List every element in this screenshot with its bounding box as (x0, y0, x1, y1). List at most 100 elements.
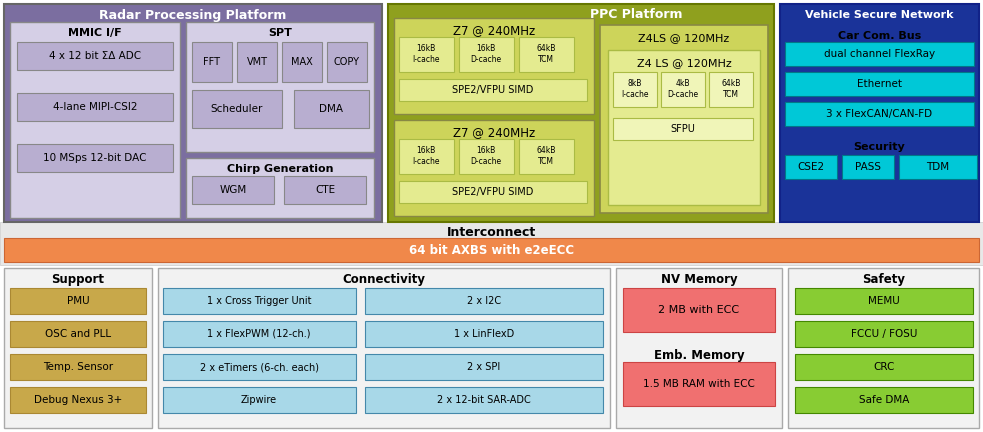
FancyBboxPatch shape (10, 387, 146, 413)
Text: 1 x Cross Trigger Unit: 1 x Cross Trigger Unit (206, 296, 312, 306)
Text: MMIC I/F: MMIC I/F (68, 28, 122, 38)
Text: 2 x 12-bit SAR-ADC: 2 x 12-bit SAR-ADC (437, 395, 531, 405)
Text: Safety: Safety (862, 273, 905, 286)
FancyBboxPatch shape (399, 37, 454, 72)
Text: OSC and PLL: OSC and PLL (45, 329, 111, 339)
Text: 16kB
D-cache: 16kB D-cache (471, 146, 501, 166)
Text: Support: Support (51, 273, 104, 286)
Text: NV Memory: NV Memory (661, 273, 737, 286)
Text: MEMU: MEMU (868, 296, 899, 306)
FancyBboxPatch shape (709, 72, 753, 107)
FancyBboxPatch shape (394, 120, 594, 216)
FancyBboxPatch shape (4, 268, 152, 428)
FancyBboxPatch shape (613, 72, 657, 107)
FancyBboxPatch shape (899, 155, 977, 179)
Text: 2 x eTimers (6-ch. each): 2 x eTimers (6-ch. each) (200, 362, 318, 372)
Text: dual channel FlexRay: dual channel FlexRay (824, 49, 935, 59)
Text: Radar Processing Platform: Radar Processing Platform (99, 9, 287, 22)
FancyBboxPatch shape (519, 37, 574, 72)
Text: SPE2/VFPU SIMD: SPE2/VFPU SIMD (452, 85, 534, 95)
Text: 64kB
TCM: 64kB TCM (537, 146, 555, 166)
FancyBboxPatch shape (10, 22, 180, 218)
FancyBboxPatch shape (388, 4, 774, 222)
FancyBboxPatch shape (616, 268, 782, 428)
Text: 1 x FlexPWM (12-ch.): 1 x FlexPWM (12-ch.) (207, 329, 311, 339)
FancyBboxPatch shape (608, 50, 760, 205)
Text: 10 MSps 12-bit DAC: 10 MSps 12-bit DAC (43, 153, 146, 163)
FancyBboxPatch shape (163, 354, 356, 380)
FancyBboxPatch shape (785, 72, 974, 96)
FancyBboxPatch shape (0, 222, 983, 265)
Text: Scheduler: Scheduler (210, 104, 263, 114)
FancyBboxPatch shape (795, 321, 973, 347)
Text: Zipwire: Zipwire (241, 395, 277, 405)
Text: COPY: COPY (334, 57, 360, 67)
FancyBboxPatch shape (284, 176, 366, 204)
FancyBboxPatch shape (842, 155, 894, 179)
FancyBboxPatch shape (186, 22, 374, 152)
Text: Chirp Generation: Chirp Generation (227, 164, 333, 174)
Text: Ethernet: Ethernet (857, 79, 902, 89)
Text: FFT: FFT (203, 57, 220, 67)
Text: Z7 @ 240MHz: Z7 @ 240MHz (453, 127, 535, 140)
Text: PPC Platform: PPC Platform (590, 9, 682, 22)
FancyBboxPatch shape (788, 268, 979, 428)
FancyBboxPatch shape (613, 118, 753, 140)
FancyBboxPatch shape (795, 387, 973, 413)
Text: CSE2: CSE2 (797, 162, 825, 172)
FancyBboxPatch shape (163, 321, 356, 347)
FancyBboxPatch shape (399, 181, 587, 203)
FancyBboxPatch shape (4, 4, 382, 222)
Text: 16kB
D-cache: 16kB D-cache (471, 44, 501, 64)
Text: Safe DMA: Safe DMA (859, 395, 909, 405)
Text: 2 x SPI: 2 x SPI (467, 362, 500, 372)
Text: 16kB
I-cache: 16kB I-cache (412, 146, 439, 166)
Text: 64kB
TCM: 64kB TCM (722, 79, 740, 98)
Text: 4-lane MIPI-CSI2: 4-lane MIPI-CSI2 (53, 102, 138, 112)
FancyBboxPatch shape (780, 4, 979, 222)
Text: 16kB
I-cache: 16kB I-cache (412, 44, 439, 64)
FancyBboxPatch shape (623, 362, 775, 406)
FancyBboxPatch shape (192, 90, 282, 128)
Text: Car Com. Bus: Car Com. Bus (838, 31, 921, 41)
Text: 2 x I2C: 2 x I2C (467, 296, 501, 306)
Text: SPT: SPT (268, 28, 292, 38)
FancyBboxPatch shape (17, 93, 173, 121)
Text: CRC: CRC (873, 362, 895, 372)
FancyBboxPatch shape (519, 139, 574, 174)
FancyBboxPatch shape (399, 139, 454, 174)
FancyBboxPatch shape (4, 238, 979, 262)
Text: FCCU / FOSU: FCCU / FOSU (851, 329, 917, 339)
Text: Temp. Sensor: Temp. Sensor (43, 362, 113, 372)
Text: PASS: PASS (855, 162, 881, 172)
FancyBboxPatch shape (394, 18, 594, 114)
Text: Emb. Memory: Emb. Memory (654, 349, 744, 362)
FancyBboxPatch shape (186, 158, 374, 218)
FancyBboxPatch shape (192, 42, 232, 82)
FancyBboxPatch shape (600, 25, 768, 213)
Text: 4kB
D-cache: 4kB D-cache (667, 79, 699, 98)
Text: 1 x LinFlexD: 1 x LinFlexD (454, 329, 514, 339)
FancyBboxPatch shape (459, 37, 514, 72)
Text: Vehicle Secure Network: Vehicle Secure Network (805, 10, 954, 20)
Text: WGM: WGM (219, 185, 247, 195)
FancyBboxPatch shape (661, 72, 705, 107)
FancyBboxPatch shape (10, 288, 146, 314)
Text: Interconnect: Interconnect (447, 226, 536, 238)
Text: SPE2/VFPU SIMD: SPE2/VFPU SIMD (452, 187, 534, 197)
Text: 64 bit AXBS with e2eECC: 64 bit AXBS with e2eECC (409, 244, 574, 257)
FancyBboxPatch shape (623, 288, 775, 332)
FancyBboxPatch shape (365, 387, 603, 413)
Text: Z4 LS @ 120MHz: Z4 LS @ 120MHz (637, 58, 731, 68)
FancyBboxPatch shape (365, 321, 603, 347)
FancyBboxPatch shape (17, 42, 173, 70)
FancyBboxPatch shape (237, 42, 277, 82)
Text: 1.5 MB RAM with ECC: 1.5 MB RAM with ECC (643, 379, 755, 389)
FancyBboxPatch shape (399, 79, 587, 101)
Text: Debug Nexus 3+: Debug Nexus 3+ (33, 395, 122, 405)
Text: 64kB
TCM: 64kB TCM (537, 44, 555, 64)
Text: MAX: MAX (291, 57, 313, 67)
FancyBboxPatch shape (192, 176, 274, 204)
Text: SFPU: SFPU (670, 124, 695, 134)
FancyBboxPatch shape (10, 321, 146, 347)
